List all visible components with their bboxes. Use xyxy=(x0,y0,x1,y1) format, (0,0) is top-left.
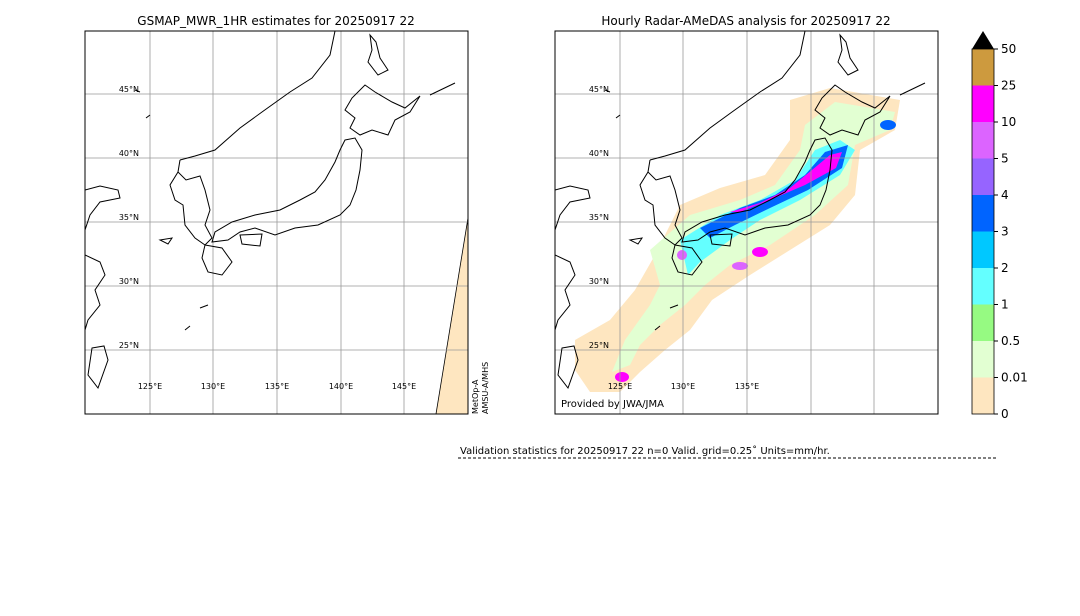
colorbar-label: 10 xyxy=(1001,115,1016,129)
credit: Provided by JWA/JMA xyxy=(561,399,664,410)
satellite-label: MetOp-A xyxy=(471,379,480,414)
map-frame xyxy=(85,31,468,414)
lat-label: 40°N xyxy=(119,149,139,158)
lon-label: 140°E xyxy=(329,382,353,391)
lat-label: 25°N xyxy=(119,341,139,350)
lat-label: 45°N xyxy=(119,85,139,94)
colorbar-label: 50 xyxy=(1001,42,1016,56)
colorbar-segment xyxy=(972,377,994,414)
map-body xyxy=(85,31,468,414)
lat-label: 45°N xyxy=(589,85,609,94)
colorbar-label: 0.5 xyxy=(1001,334,1020,348)
rain-area xyxy=(732,262,748,270)
map-body xyxy=(555,31,938,414)
colorbar-segment xyxy=(972,304,994,341)
colorbar-segment xyxy=(972,122,994,159)
lat-label: 25°N xyxy=(589,341,609,350)
colorbar-segment xyxy=(972,268,994,305)
rain-area xyxy=(435,217,468,414)
validation-text: Validation statistics for 20250917 22 n=… xyxy=(460,445,830,457)
lon-label: 145°E xyxy=(392,382,416,391)
colorbar-segment xyxy=(972,341,994,378)
map-title: Hourly Radar-AMeDAS analysis for 2025091… xyxy=(601,14,890,28)
colorbar-label: 2 xyxy=(1001,261,1009,275)
colorbar-label: 4 xyxy=(1001,188,1009,202)
lat-label: 35°N xyxy=(589,213,609,222)
rain-area xyxy=(880,120,896,130)
rain-area xyxy=(615,372,629,382)
colorbar-segment xyxy=(972,158,994,195)
colorbar-extend xyxy=(972,31,994,49)
lon-label: 135°E xyxy=(265,382,289,391)
colorbar-segment xyxy=(972,49,994,86)
lon-label: 130°E xyxy=(201,382,225,391)
lat-label: 35°N xyxy=(119,213,139,222)
colorbar-label: 1 xyxy=(1001,298,1009,312)
rain-area xyxy=(752,247,768,257)
rain-area xyxy=(677,250,687,260)
colorbar-segment xyxy=(972,231,994,268)
colorbar: 0 0.01 0.5 1 2 3 4 5 10 25 50 xyxy=(971,31,1028,421)
colorbar-label: 25 xyxy=(1001,79,1016,93)
colorbar-segment xyxy=(972,195,994,232)
colorbar-label: 3 xyxy=(1001,225,1009,239)
colorbar-label: 5 xyxy=(1001,152,1009,166)
colorbar-label: 0 xyxy=(1001,407,1009,421)
lat-label: 30°N xyxy=(589,277,609,286)
lat-label: 30°N xyxy=(119,277,139,286)
map-border xyxy=(554,30,939,415)
lon-label: 125°E xyxy=(138,382,162,391)
lon-label: 135°E xyxy=(735,382,759,391)
lon-label: 130°E xyxy=(671,382,695,391)
lon-label: 125°E xyxy=(608,382,632,391)
colorbar-label: 0.01 xyxy=(1001,371,1028,385)
colorbar-segment xyxy=(972,85,994,122)
lat-label: 40°N xyxy=(589,149,609,158)
map-border xyxy=(84,30,469,415)
map-title: GSMAP_MWR_1HR estimates for 20250917 22 xyxy=(137,14,414,28)
satellite-label: AMSU-A/MHS xyxy=(481,362,490,414)
